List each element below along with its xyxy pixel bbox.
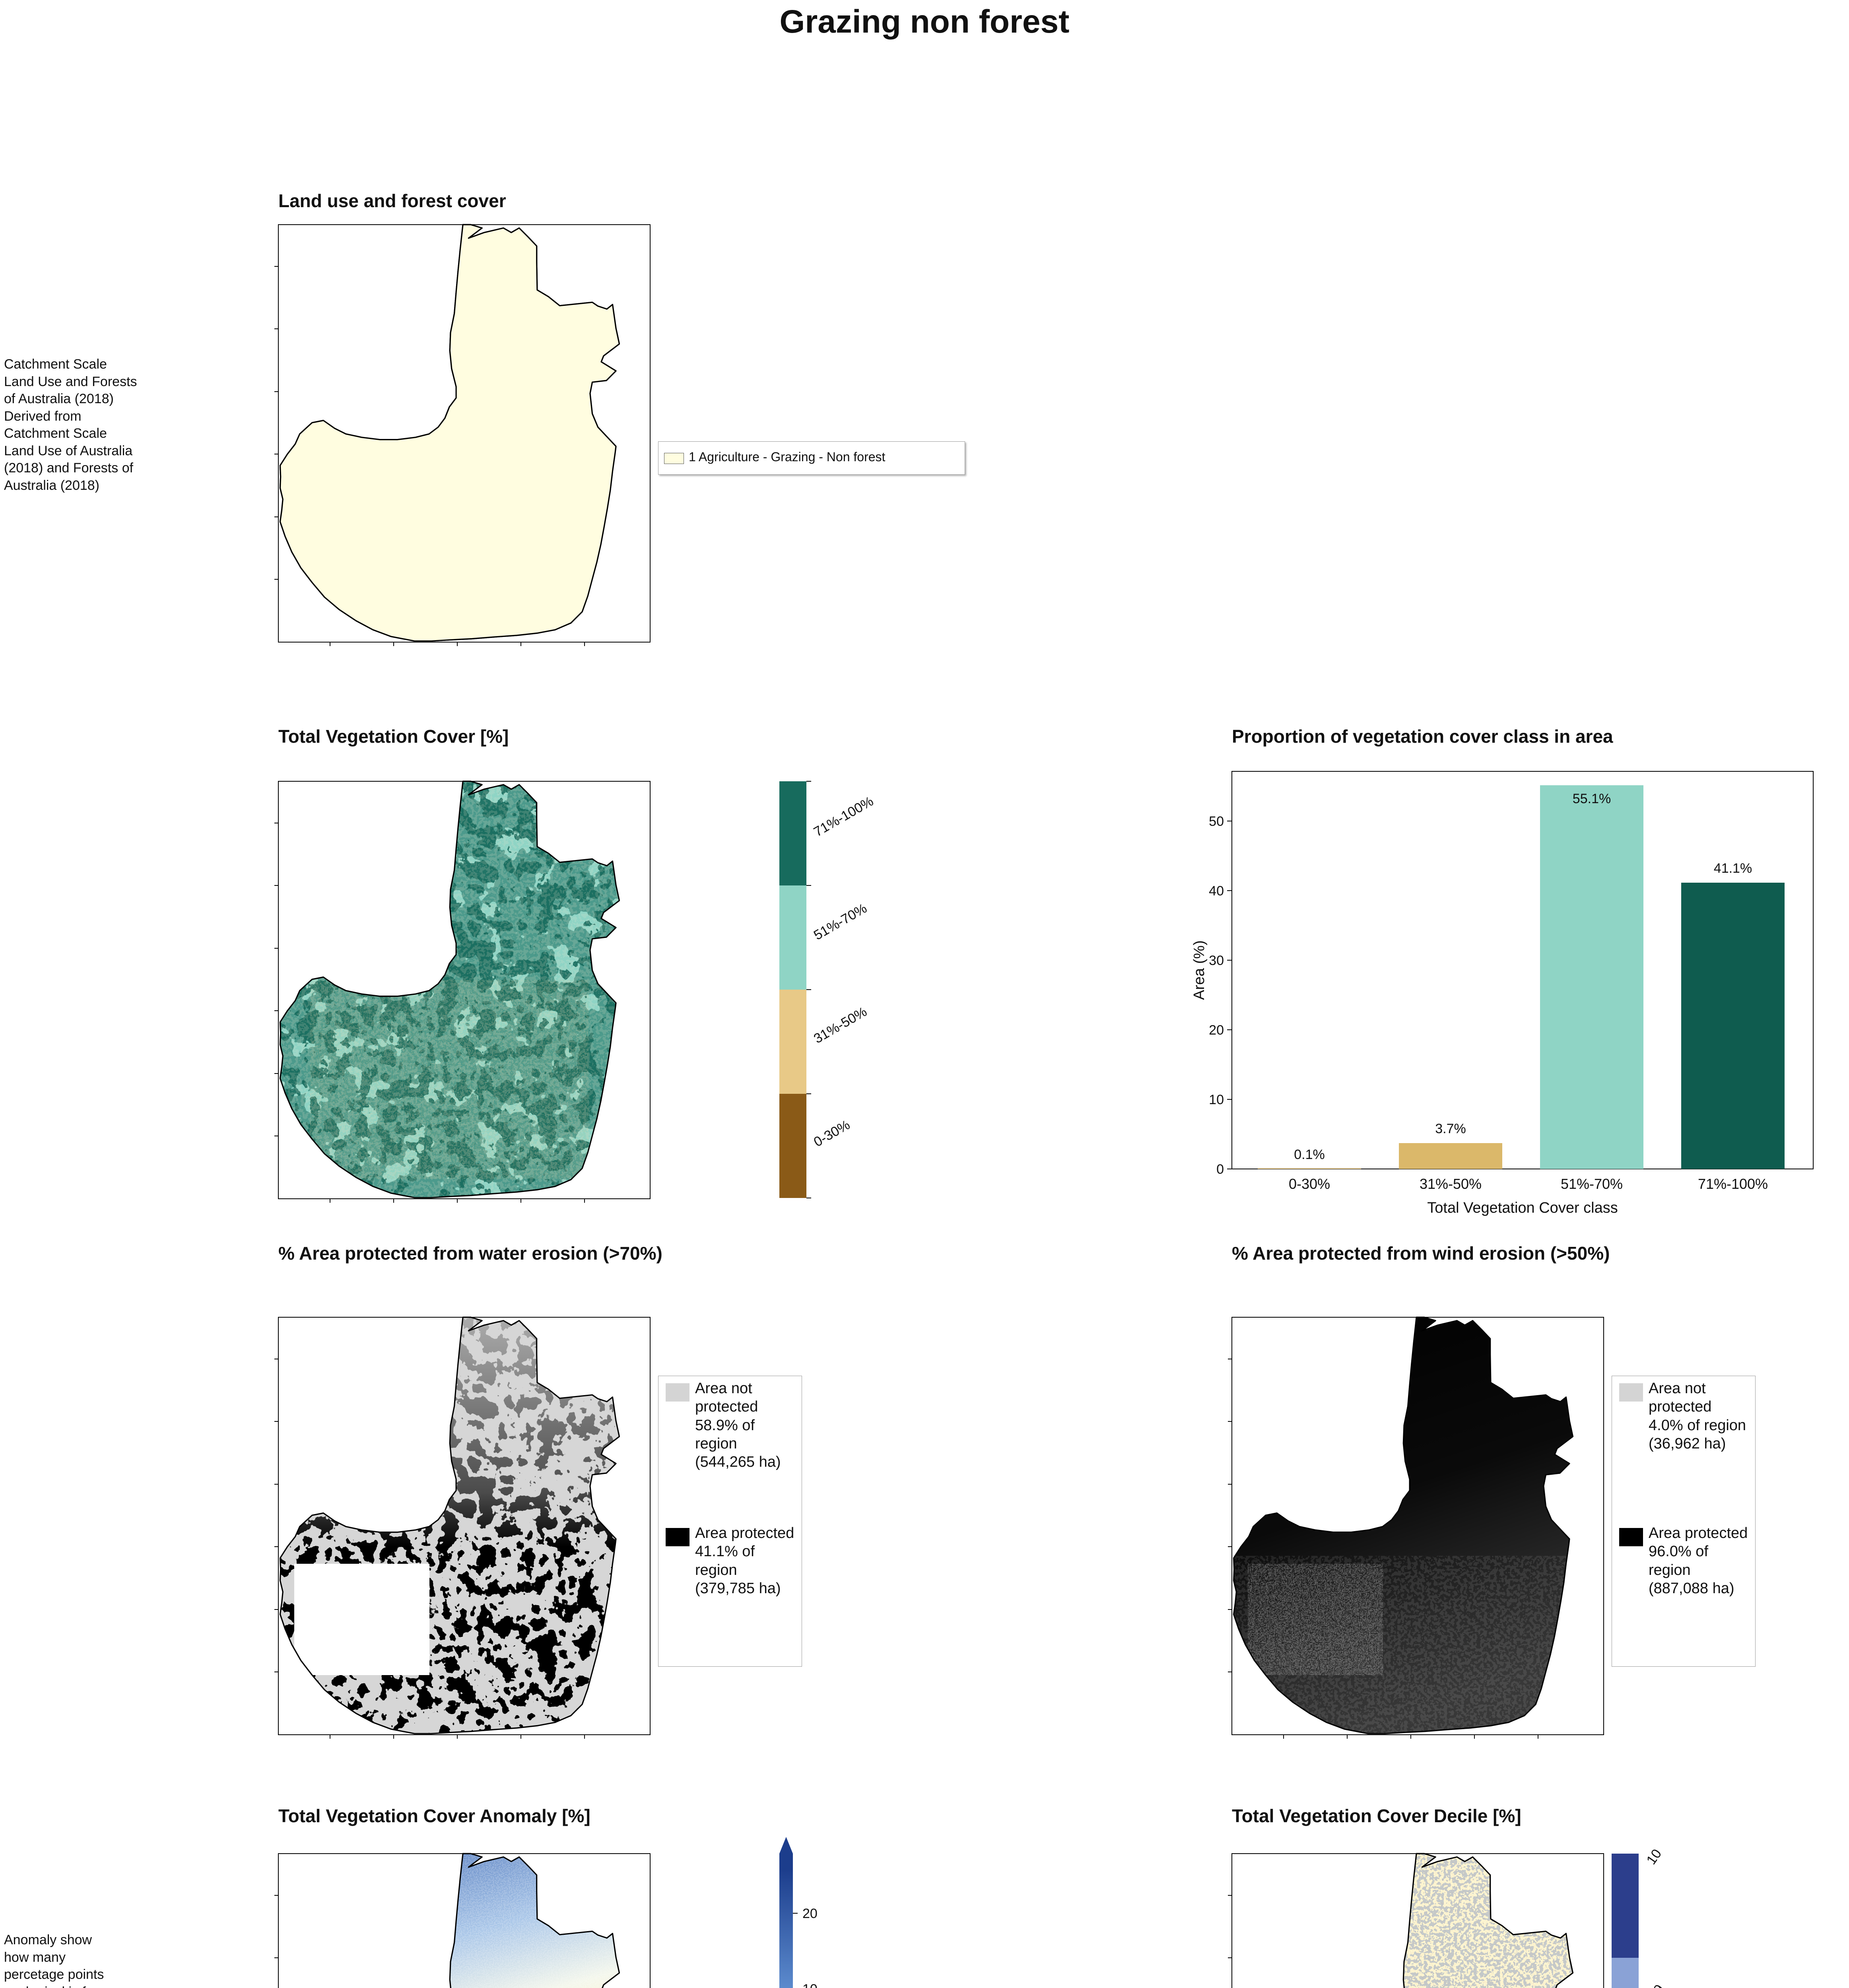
svg-text:51%-70%: 51%-70% [811,901,870,943]
svg-text:3.7%: 3.7% [1435,1121,1466,1136]
svg-text:20: 20 [1209,1023,1224,1038]
svg-text:40: 40 [1209,883,1224,899]
svg-text:10: 10 [802,1982,818,1988]
svg-text:0: 0 [1216,1162,1224,1177]
svg-text:71%-100%: 71%-100% [1698,1176,1768,1192]
svg-text:30: 30 [1209,953,1224,968]
svg-text:0-30%: 0-30% [1289,1176,1330,1192]
svg-text:41.1%: 41.1% [1714,861,1752,876]
svg-text:31%-50%: 31%-50% [1420,1176,1482,1192]
svg-text:10: 10 [1209,1092,1224,1107]
svg-text:71%-100%: 71%-100% [811,794,876,840]
svg-text:51%-70%: 51%-70% [1561,1176,1623,1192]
svg-text:8-9: 8-9 [1643,1982,1667,1988]
svg-text:Area (%): Area (%) [1191,940,1208,1000]
svg-text:31%-50%: 31%-50% [811,1004,870,1046]
svg-text:20: 20 [802,1906,818,1921]
svg-text:0-30%: 0-30% [811,1117,853,1150]
svg-text:0.1%: 0.1% [1294,1147,1325,1162]
svg-text:50: 50 [1209,814,1224,829]
svg-text:Total Vegetation Cover class: Total Vegetation Cover class [1427,1200,1618,1216]
svg-text:55.1%: 55.1% [1573,791,1611,806]
svg-text:10: 10 [1643,1846,1664,1868]
